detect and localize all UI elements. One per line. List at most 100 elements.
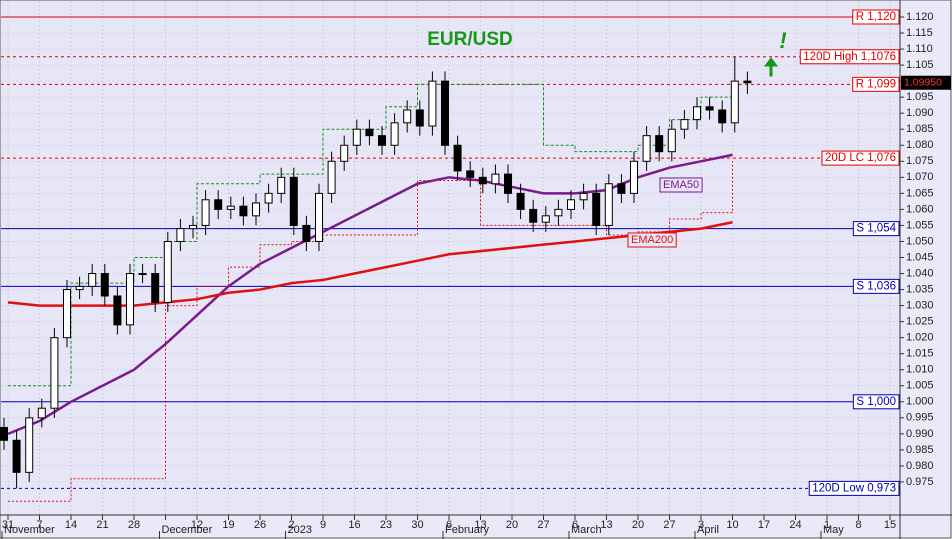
level-label-box <box>852 76 900 92</box>
candle-body <box>630 160 638 194</box>
x-tick-label: 13 <box>600 519 612 531</box>
candle-body <box>403 109 412 124</box>
candle-body <box>466 170 475 178</box>
up-arrow <box>764 57 778 77</box>
candle-body <box>37 407 46 419</box>
x-tick-label: 21 <box>96 519 108 531</box>
y-tick-label: 1.015 <box>906 348 934 360</box>
y-tick-label: 1.070 <box>906 171 934 183</box>
chart-title: EUR/USD <box>427 29 513 50</box>
candle-body <box>365 128 374 137</box>
y-tick-label: 0.985 <box>906 444 934 456</box>
x-tick-label: 28 <box>128 519 140 531</box>
level-label: 120D Low 0,973 <box>812 482 896 494</box>
y-tick-label: 1.025 <box>906 316 934 328</box>
level-label-box <box>821 150 900 166</box>
candle-body <box>189 224 197 230</box>
x-tick-label: 1 <box>824 519 830 531</box>
candle-body <box>730 80 739 124</box>
candle-body <box>604 183 613 226</box>
level-label: 120D High 1,1076 <box>803 51 896 63</box>
level-label: 20D LC 1,076 <box>825 152 896 164</box>
candle-body <box>718 109 727 124</box>
y-tick-label: 1.085 <box>906 123 934 135</box>
price-tag-label: 1.09950 <box>904 77 942 89</box>
candle-body <box>264 192 273 204</box>
candle-body <box>315 192 323 242</box>
candle-body <box>277 176 286 194</box>
candle-body <box>226 205 235 210</box>
y-tick-label: 1.000 <box>906 396 934 408</box>
x-tick-label: 6 <box>572 519 578 531</box>
candle-body <box>63 289 71 339</box>
y-tick-label: 1.010 <box>906 364 934 376</box>
y-tick-label: 1.090 <box>906 107 934 119</box>
y-tick-label: 1.040 <box>906 267 934 279</box>
candle-body <box>390 122 399 146</box>
y-tick-label: 1.105 <box>906 59 934 71</box>
x-tick-label: 30 <box>411 519 423 531</box>
y-tick-label: 1.030 <box>906 300 934 312</box>
candle-body <box>113 295 122 326</box>
candle-body <box>516 192 525 210</box>
x-tick-label: 26 <box>254 519 266 531</box>
x-tick-label: 14 <box>65 519 77 531</box>
x-tick-label: 12 <box>191 519 203 531</box>
candle-body <box>617 183 626 194</box>
y-tick-label: 1.060 <box>906 203 934 215</box>
level-label-box <box>799 49 900 65</box>
y-tick-label: 1.110 <box>906 43 933 55</box>
x-tick-label: 31 <box>2 519 14 531</box>
channel-line <box>8 83 733 387</box>
candle-body <box>567 199 575 210</box>
month-label: March <box>571 524 602 536</box>
y-tick-label: 1.035 <box>906 283 934 295</box>
month-label: April <box>697 524 719 536</box>
x-tick-label: 3 <box>698 519 704 531</box>
y-tick-label: 1.120 <box>906 11 934 23</box>
candle-body <box>478 176 487 185</box>
x-tick-label: 15 <box>884 519 896 531</box>
x-tick-label: 2 <box>288 519 294 531</box>
x-tick-label: 10 <box>726 519 738 531</box>
candle-body <box>327 160 336 194</box>
x-tick-label: 27 <box>663 519 675 531</box>
candle-body <box>441 80 449 146</box>
level-label-box <box>852 9 900 25</box>
candle-body <box>201 199 210 226</box>
series-label: EMA200 <box>631 234 673 246</box>
candle-body <box>214 199 223 210</box>
price-tag <box>901 75 951 90</box>
x-tick-label: 16 <box>348 519 360 531</box>
x-tick-label: 9 <box>320 519 326 531</box>
marks <box>0 16 900 502</box>
annotation: ! <box>779 28 786 53</box>
candle-body <box>352 128 361 146</box>
candle-body <box>88 273 97 287</box>
candle-body <box>541 215 550 223</box>
series-label-box <box>627 232 677 248</box>
candle-body <box>655 135 664 153</box>
candle-body <box>743 80 752 84</box>
y-tick-label: 1.080 <box>906 139 934 151</box>
candle-body <box>302 224 311 242</box>
candle-body <box>138 273 147 276</box>
y-tick-label: 1.095 <box>906 91 934 103</box>
month-label: May <box>823 524 844 536</box>
candle-body <box>642 135 651 162</box>
level-label-box <box>852 394 900 410</box>
month-label: February <box>445 524 490 536</box>
candle-body <box>415 109 424 127</box>
candle-body <box>680 119 689 130</box>
month-label: November <box>4 524 55 536</box>
candle-body <box>491 173 500 185</box>
candle-body <box>12 439 21 473</box>
x-tick-label: 19 <box>222 519 234 531</box>
y-tick-label: 1.065 <box>906 187 934 199</box>
candle-body <box>239 205 248 217</box>
x-tick-label: 20 <box>506 519 518 531</box>
level-label: S 1,036 <box>856 280 896 292</box>
y-tick-label: 1.115 <box>906 27 933 39</box>
candle-body <box>252 202 260 217</box>
